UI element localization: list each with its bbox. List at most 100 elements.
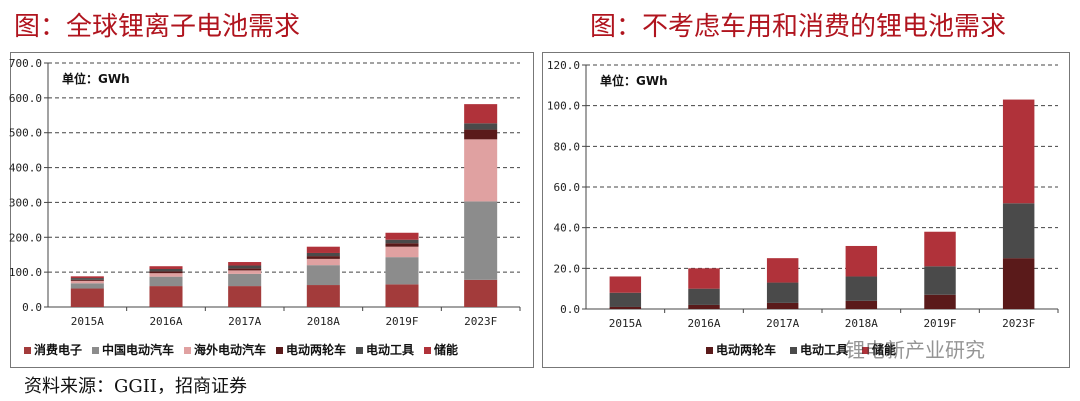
left-bar-segment	[306, 252, 340, 257]
left-xtick-label: 2019F	[385, 315, 418, 328]
right-unit-label: 单位：GWh	[600, 73, 668, 88]
right-bar-segment	[924, 294, 956, 309]
left-bar-segment	[149, 266, 183, 270]
right-ytick-label: 100.0	[547, 100, 580, 113]
right-bar-segment	[845, 245, 878, 277]
left-xtick-label: 2023F	[464, 315, 497, 328]
left-legend-label: 电动两轮车	[286, 342, 346, 357]
left-bar-segment	[306, 256, 340, 259]
right-bar-segment	[924, 231, 956, 267]
right-xtick-label: 2018A	[845, 317, 878, 330]
left-bar-segment	[228, 286, 262, 307]
right-ytick-label: 20.0	[554, 262, 581, 275]
right-ytick-label: 60.0	[554, 181, 581, 194]
left-bar-segment	[228, 265, 262, 269]
left-xtick-label: 2016A	[149, 315, 182, 328]
left-bar-segment	[385, 246, 419, 258]
left-bar-segment	[385, 243, 419, 247]
right-bar-segment	[766, 282, 799, 303]
right-ytick-label: 120.0	[547, 59, 580, 72]
right-xtick-label: 2016A	[687, 317, 720, 330]
right-bar-segment	[924, 266, 956, 295]
right-bar-segment	[609, 306, 642, 309]
left-bar-segment	[70, 279, 104, 281]
left-legend-label: 电动工具	[366, 342, 414, 357]
left-legend-swatch	[92, 347, 99, 354]
left-bar-segment	[228, 273, 262, 287]
left-chart-frame	[10, 52, 534, 368]
left-legend-swatch	[24, 347, 31, 354]
left-bar-segment	[464, 123, 498, 130]
right-legend-swatch	[706, 347, 713, 354]
right-ytick-label: 40.0	[554, 222, 581, 235]
left-legend-label: 储能	[434, 342, 458, 357]
left-ytick-label: 0.0	[22, 301, 42, 314]
right-bar-segment	[766, 302, 799, 309]
right-bar-segment	[1002, 258, 1035, 309]
left-bar-segment	[464, 139, 498, 202]
left-bar-segment	[70, 276, 104, 279]
left-unit-label: 单位：GWh	[62, 71, 130, 86]
right-bar-segment	[845, 300, 878, 309]
watermark: 锂电新产业研究	[845, 338, 985, 362]
left-bar-segment	[306, 246, 340, 253]
left-bar-segment	[306, 265, 340, 286]
left-legend-swatch	[276, 347, 283, 354]
left-bar-segment	[149, 286, 183, 307]
left-ytick-label: 100.0	[9, 266, 42, 279]
left-legend-label: 中国电动汽车	[102, 342, 174, 357]
right-bar-segment	[1002, 203, 1035, 259]
left-legend-label: 消费电子	[34, 342, 82, 357]
left-ytick-label: 300.0	[9, 196, 42, 209]
left-bar-segment	[149, 271, 183, 274]
right-bar-segment	[688, 288, 720, 305]
left-xtick-label: 2017A	[228, 315, 261, 328]
right-bar-segment	[609, 292, 642, 307]
left-bar-segment	[70, 288, 104, 307]
left-legend-label: 海外电动汽车	[194, 342, 266, 357]
left-chart-title: 图：全球锂离子电池需求	[14, 12, 301, 42]
left-bar-segment	[149, 276, 183, 287]
left-xtick-label: 2018A	[307, 315, 340, 328]
left-bar-segment	[306, 285, 340, 307]
right-bar-segment	[845, 276, 878, 301]
right-chart-title: 图：不考虑车用和消费的锂电池需求	[590, 12, 1007, 42]
right-legend-label: 电动两轮车	[716, 342, 776, 357]
left-ytick-label: 600.0	[9, 92, 42, 105]
left-bar-segment	[306, 258, 340, 266]
left-legend-swatch	[356, 347, 363, 354]
left-bar-segment	[228, 262, 262, 266]
right-bar-segment	[1002, 99, 1035, 204]
right-ytick-label: 80.0	[554, 140, 581, 153]
source-note: 资料来源：GGII，招商证券	[24, 376, 247, 397]
left-bar-segment	[464, 104, 498, 124]
left-legend-swatch	[184, 347, 191, 354]
left-ytick-label: 500.0	[9, 127, 42, 140]
left-bar-segment	[385, 284, 419, 307]
left-bar-segment	[228, 268, 262, 271]
left-bar-segment	[70, 278, 104, 280]
left-xtick-label: 2015A	[71, 315, 104, 328]
left-bar-segment	[385, 232, 419, 240]
right-xtick-label: 2017A	[766, 317, 799, 330]
right-legend-swatch	[790, 347, 797, 354]
right-xtick-label: 2023F	[1002, 317, 1035, 330]
left-ytick-label: 200.0	[9, 231, 42, 244]
right-bar-segment	[766, 258, 799, 283]
left-bar-segment	[464, 201, 498, 280]
right-xtick-label: 2019F	[923, 317, 956, 330]
right-legend-label: 储能	[872, 342, 896, 357]
right-ytick-label: 0.0	[560, 303, 580, 316]
right-xtick-label: 2015A	[609, 317, 642, 330]
left-bar-segment	[385, 239, 419, 244]
left-bar-segment	[149, 273, 183, 277]
left-bar-segment	[70, 283, 104, 289]
left-bar-segment	[464, 129, 498, 140]
right-bar-segment	[609, 276, 642, 293]
left-bar-segment	[149, 269, 183, 272]
left-bar-segment	[464, 279, 498, 307]
right-bar-segment	[688, 304, 720, 309]
right-legend-swatch	[862, 347, 869, 354]
